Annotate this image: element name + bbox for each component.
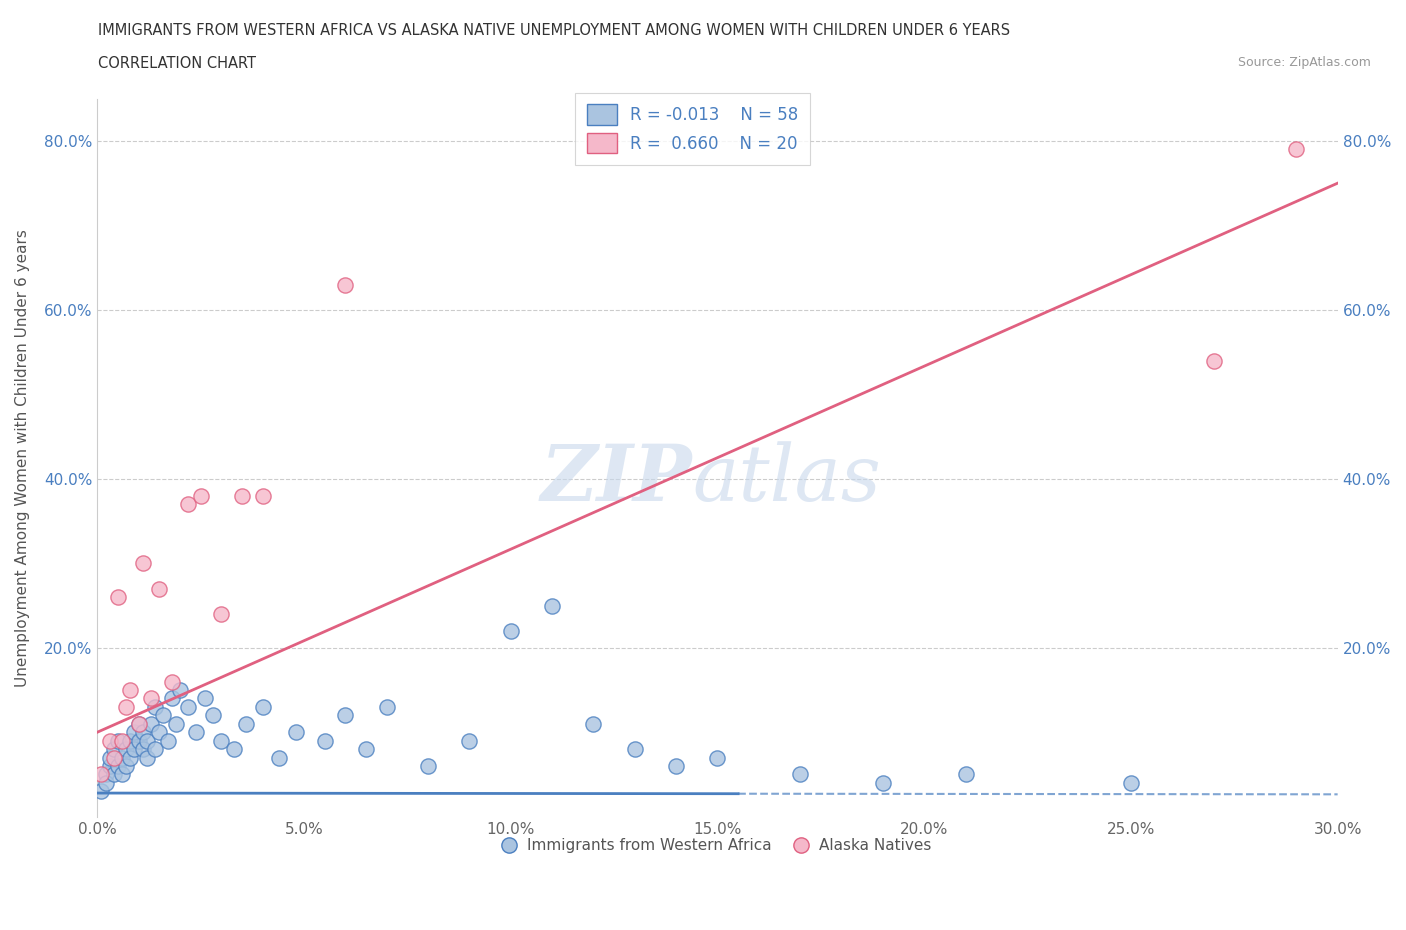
Text: atlas: atlas	[693, 441, 882, 517]
Point	[252, 488, 274, 503]
Point	[177, 699, 200, 714]
Legend: Immigrants from Western Africa, Alaska Natives: Immigrants from Western Africa, Alaska N…	[496, 832, 938, 859]
Point	[103, 751, 125, 765]
Point	[284, 724, 307, 739]
Point	[135, 733, 157, 748]
Point	[160, 691, 183, 706]
Point	[665, 759, 688, 774]
Text: CORRELATION CHART: CORRELATION CHART	[98, 56, 256, 71]
Point	[165, 716, 187, 731]
Point	[132, 742, 155, 757]
Point	[111, 767, 134, 782]
Point	[499, 623, 522, 638]
Point	[335, 708, 357, 723]
Point	[235, 716, 257, 731]
Point	[582, 716, 605, 731]
Point	[177, 497, 200, 512]
Point	[156, 733, 179, 748]
Point	[222, 742, 245, 757]
Point	[94, 767, 117, 782]
Point	[120, 683, 142, 698]
Point	[90, 767, 112, 782]
Point	[98, 759, 121, 774]
Point	[115, 759, 138, 774]
Point	[209, 606, 232, 621]
Point	[416, 759, 439, 774]
Point	[132, 724, 155, 739]
Point	[706, 751, 728, 765]
Text: IMMIGRANTS FROM WESTERN AFRICA VS ALASKA NATIVE UNEMPLOYMENT AMONG WOMEN WITH CH: IMMIGRANTS FROM WESTERN AFRICA VS ALASKA…	[98, 23, 1011, 38]
Point	[148, 581, 170, 596]
Point	[135, 751, 157, 765]
Point	[128, 716, 150, 731]
Point	[252, 699, 274, 714]
Text: ZIP: ZIP	[541, 441, 693, 517]
Point	[335, 277, 357, 292]
Point	[160, 674, 183, 689]
Point	[128, 716, 150, 731]
Point	[458, 733, 481, 748]
Point	[94, 776, 117, 790]
Point	[90, 784, 112, 799]
Point	[139, 691, 162, 706]
Point	[143, 699, 166, 714]
Point	[194, 691, 217, 706]
Point	[314, 733, 336, 748]
Point	[541, 598, 564, 613]
Point	[120, 751, 142, 765]
Point	[169, 683, 191, 698]
Point	[98, 751, 121, 765]
Point	[375, 699, 398, 714]
Point	[209, 733, 232, 748]
Point	[107, 733, 129, 748]
Point	[115, 742, 138, 757]
Point	[152, 708, 174, 723]
Point	[124, 724, 146, 739]
Point	[623, 742, 645, 757]
Point	[139, 716, 162, 731]
Point	[354, 742, 377, 757]
Point	[1202, 353, 1225, 368]
Point	[1119, 776, 1142, 790]
Point	[789, 767, 811, 782]
Point	[111, 733, 134, 748]
Point	[186, 724, 208, 739]
Point	[1285, 142, 1308, 157]
Point	[231, 488, 253, 503]
Y-axis label: Unemployment Among Women with Children Under 6 years: Unemployment Among Women with Children U…	[15, 229, 30, 686]
Point	[132, 556, 155, 571]
Point	[190, 488, 212, 503]
Point	[115, 699, 138, 714]
Point	[143, 742, 166, 757]
Point	[120, 733, 142, 748]
Point	[128, 733, 150, 748]
Text: Source: ZipAtlas.com: Source: ZipAtlas.com	[1237, 56, 1371, 69]
Point	[98, 733, 121, 748]
Point	[872, 776, 894, 790]
Point	[269, 751, 291, 765]
Point	[148, 724, 170, 739]
Point	[107, 759, 129, 774]
Point	[107, 590, 129, 604]
Point	[111, 751, 134, 765]
Point	[103, 742, 125, 757]
Point	[955, 767, 977, 782]
Point	[103, 767, 125, 782]
Point	[124, 742, 146, 757]
Point	[202, 708, 225, 723]
